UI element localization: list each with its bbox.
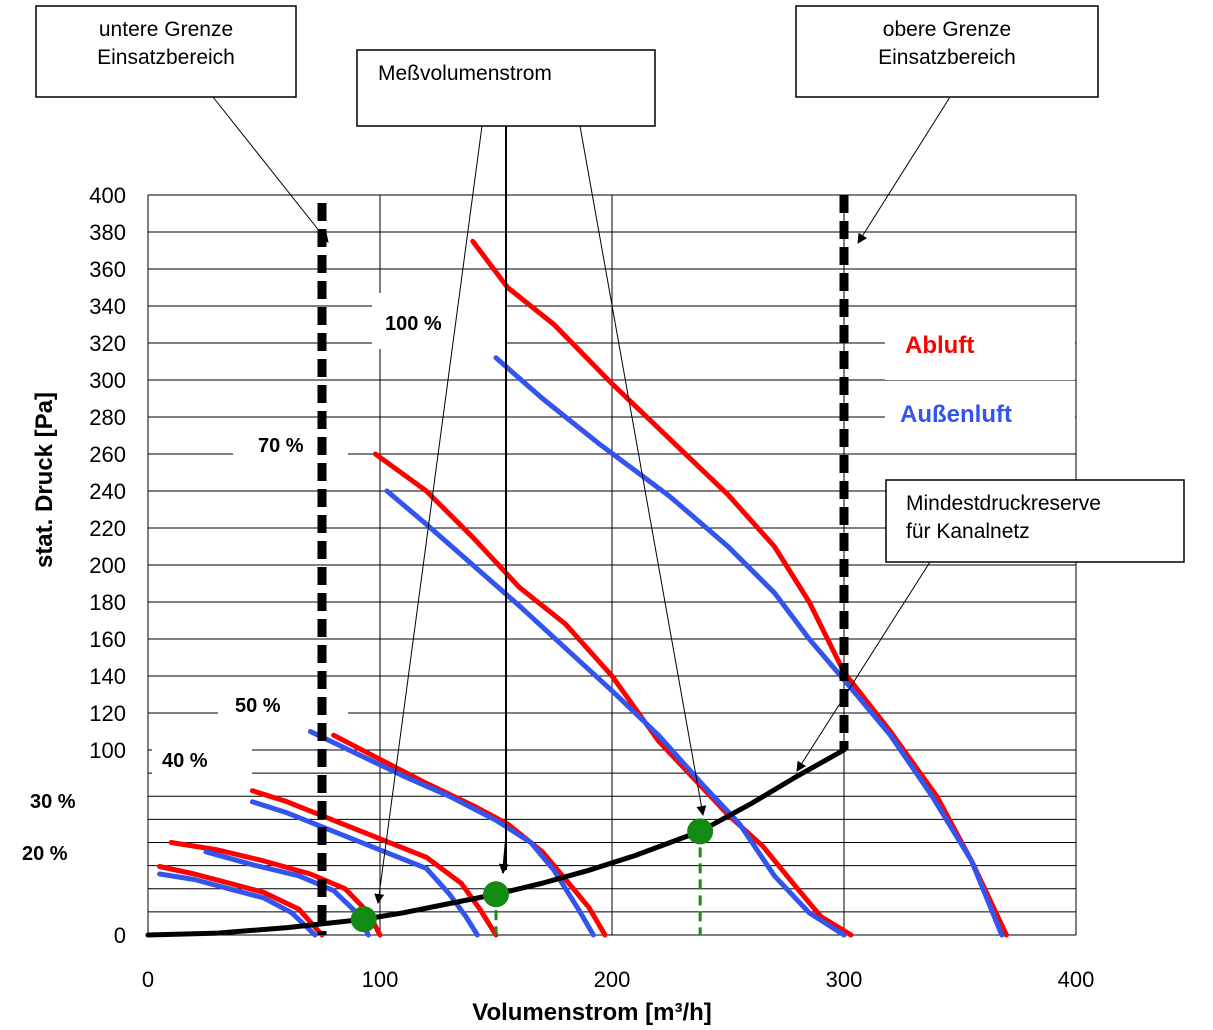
y-tick-label: 400: [89, 183, 126, 208]
y-tick-label: 120: [89, 701, 126, 726]
y-tick-label: 260: [89, 442, 126, 467]
y-axis-title: stat. Druck [Pa]: [31, 392, 58, 568]
percent-label: 50 %: [235, 695, 281, 717]
percent-label-bg: [20, 787, 140, 817]
y-tick-label: 280: [89, 405, 126, 430]
abluft-curve: [157, 864, 325, 938]
lower-limit-annotation-text: untere Grenze: [99, 18, 233, 41]
percent-label-bg: [10, 838, 130, 868]
min-pressure-annotation-text: Mindestdruckreserve: [906, 492, 1101, 515]
percent-label: 20 %: [22, 843, 68, 865]
percent-label: 30 %: [30, 791, 76, 813]
x-axis-title: Volumenstrom [m³/h]: [472, 999, 712, 1026]
y-tick-label: 160: [89, 627, 126, 652]
y-tick-label: 200: [89, 553, 126, 578]
abluft-curve: [372, 451, 854, 938]
measurement-point: [687, 818, 714, 845]
min-pressure-annotation-box: [885, 479, 1185, 563]
x-tick-label: 300: [826, 967, 863, 992]
measured-flow-annotation-box: [356, 49, 656, 127]
abluft-curve: [331, 732, 608, 938]
y-tick-label: 0: [114, 923, 126, 948]
y-tick-label: 240: [89, 479, 126, 504]
upper-limit-arrow: [857, 96, 951, 244]
x-tick-label: 400: [1058, 967, 1095, 992]
x-tick-label: 100: [362, 967, 399, 992]
aussenluft-curve: [493, 355, 1005, 938]
aussenluft-curve: [384, 488, 847, 938]
x-tick-label: 200: [594, 967, 631, 992]
y-tick-label: 320: [89, 331, 126, 356]
y-tick-label: 140: [89, 664, 126, 689]
percent-label: 70 %: [258, 435, 304, 457]
percent-label-bg: [152, 733, 252, 785]
y-tick-label: 380: [89, 220, 126, 245]
legend-bg: [885, 385, 1075, 445]
upper-limit-annotation-text: obere Grenze: [883, 18, 1011, 41]
x-tick-label: 0: [142, 967, 154, 992]
measured-flow-annotation-text: Meßvolumenstrom: [378, 62, 552, 85]
lower-limit-annotation-text: Einsatzbereich: [97, 46, 235, 69]
measured-flow-arrow: [498, 839, 509, 874]
upper-limit-annotation-text: Einsatzbereich: [878, 46, 1016, 69]
percent-label: 100 %: [385, 313, 442, 335]
percent-label-bg: [233, 418, 348, 478]
y-tick-label: 300: [89, 368, 126, 393]
percent-label-bg: [372, 293, 507, 349]
measured-flow-arrow: [579, 125, 707, 816]
abluft-curve: [249, 788, 499, 938]
legend-bg: [885, 325, 1075, 380]
legend-abluft: Abluft: [905, 332, 974, 359]
aussenluft-curve: [307, 729, 596, 938]
lower-limit-annotation-box: [35, 5, 297, 98]
y-tick-label: 180: [89, 590, 126, 615]
lower-limit-arrow: [212, 96, 329, 243]
aussenluft-curve: [249, 799, 480, 938]
abluft-curve: [470, 238, 1009, 938]
measured-flow-arrow: [374, 125, 483, 904]
percent-label: 40 %: [162, 750, 208, 772]
min-pressure-annotation-text: für Kanalnetz: [906, 520, 1030, 543]
upper-limit-annotation-box: [795, 5, 1099, 98]
y-tick-label: 220: [89, 516, 126, 541]
measurement-point: [483, 881, 509, 908]
measurement-point: [350, 906, 377, 933]
aussenluft-curve: [157, 871, 318, 938]
y-tick-label: 340: [89, 294, 126, 319]
y-tick-label: 360: [89, 257, 126, 282]
legend-aussenluft: Außenluft: [900, 401, 1012, 428]
min-pressure-arrow: [796, 561, 931, 772]
y-tick-label: 100: [89, 738, 126, 763]
